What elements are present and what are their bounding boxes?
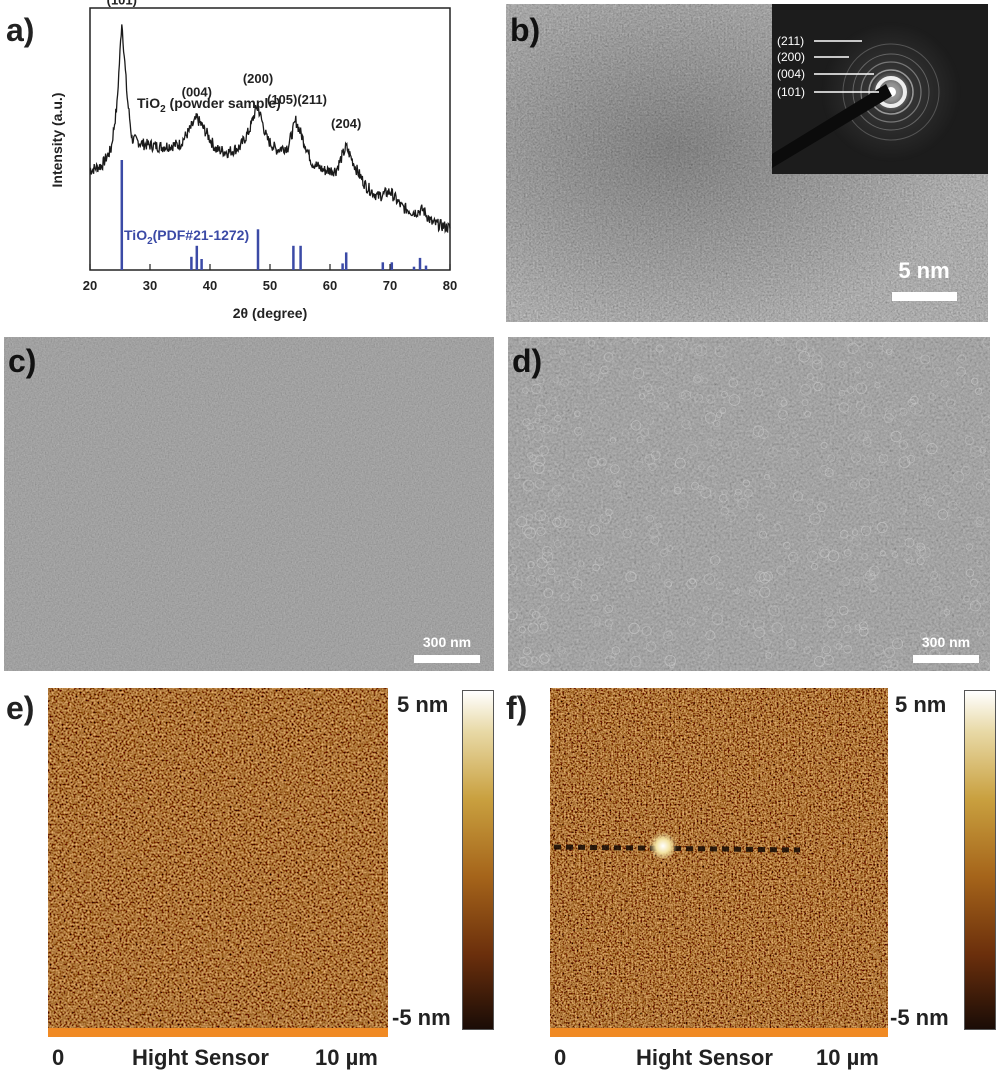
peak-label: (200): [243, 71, 273, 86]
panel-e-label: e): [6, 690, 35, 726]
colorbar-max-label: 5 nm: [397, 692, 449, 717]
axis-title: Hight Sensor: [636, 1045, 773, 1070]
x-tick-label: 30: [143, 278, 157, 293]
x-scale-bar-f: [550, 1028, 888, 1037]
saed-inset: (211) (200) (004) (101): [772, 4, 988, 174]
colorbar-min-label: -5 nm: [890, 1005, 949, 1030]
surface-particle: [649, 832, 677, 860]
afm-image-f: [550, 688, 888, 1028]
sem-image-c: 300 nm: [4, 337, 494, 671]
saed-ring-label: (101): [777, 85, 805, 99]
axis-start-label: 0: [52, 1045, 65, 1070]
peak-label: (101): [107, 0, 137, 8]
saed-ring-label: (004): [777, 67, 805, 81]
axis-start-label: 0: [554, 1045, 567, 1070]
scan-artifact-line: [553, 844, 801, 853]
beam-stopper: [772, 84, 892, 168]
colorbar-min-label: -5 nm: [392, 1005, 451, 1030]
scale-bar-label: 300 nm: [922, 634, 970, 650]
sem-image-d: 300 nm: [508, 337, 990, 671]
y-axis-label: Intensity (a.u.): [49, 93, 65, 188]
axis-end-label: 10 µm: [816, 1045, 879, 1070]
panel-f-label: f): [506, 690, 528, 726]
x-tick-label: 40: [203, 278, 217, 293]
axis-title: Hight Sensor: [132, 1045, 269, 1070]
peak-label: (204): [331, 116, 361, 131]
x-axis-label: 2θ (degree): [233, 305, 307, 321]
axis-end-label: 10 µm: [315, 1045, 378, 1070]
hrtem-image: (211) (200) (004) (101) 5 nm: [506, 4, 988, 322]
colorbar-max-label: 5 nm: [895, 692, 947, 717]
panel-a-label: a): [6, 12, 35, 48]
x-tick-label: 20: [83, 278, 97, 293]
panel-b-label: b): [510, 12, 541, 48]
x-scale-bar-e: [48, 1028, 388, 1037]
reference-label: TiO2(PDF#21-1272): [124, 227, 249, 247]
scale-bar-label: 300 nm: [423, 634, 471, 650]
scale-bar: [892, 292, 957, 301]
xrd-pattern-line: [89, 24, 451, 234]
peak-label: (105)(211): [267, 92, 327, 107]
colorbar-f: [964, 690, 996, 1030]
scale-bar: [414, 655, 480, 663]
panel-d-label: d): [512, 343, 543, 379]
colorbar-e: [462, 690, 494, 1030]
x-tick-label: 60: [323, 278, 337, 293]
peak-label: (004): [182, 84, 212, 99]
x-tick-label: 50: [263, 278, 277, 293]
xrd-chart: 20 30 40 50 60 70 80 (101) (004) (200) (105)(211)…: [49, 0, 457, 321]
saed-ring-label: (200): [777, 50, 805, 64]
afm-image-e: [48, 688, 388, 1028]
x-tick-label: 70: [383, 278, 397, 293]
x-tick-label: 80: [443, 278, 457, 293]
saed-ring-label: (211): [777, 34, 804, 48]
scale-bar-label: 5 nm: [898, 258, 949, 283]
scale-bar: [913, 655, 979, 663]
panel-c-label: c): [8, 343, 37, 379]
sample-label: TiO2 (powder sample): [137, 95, 281, 115]
